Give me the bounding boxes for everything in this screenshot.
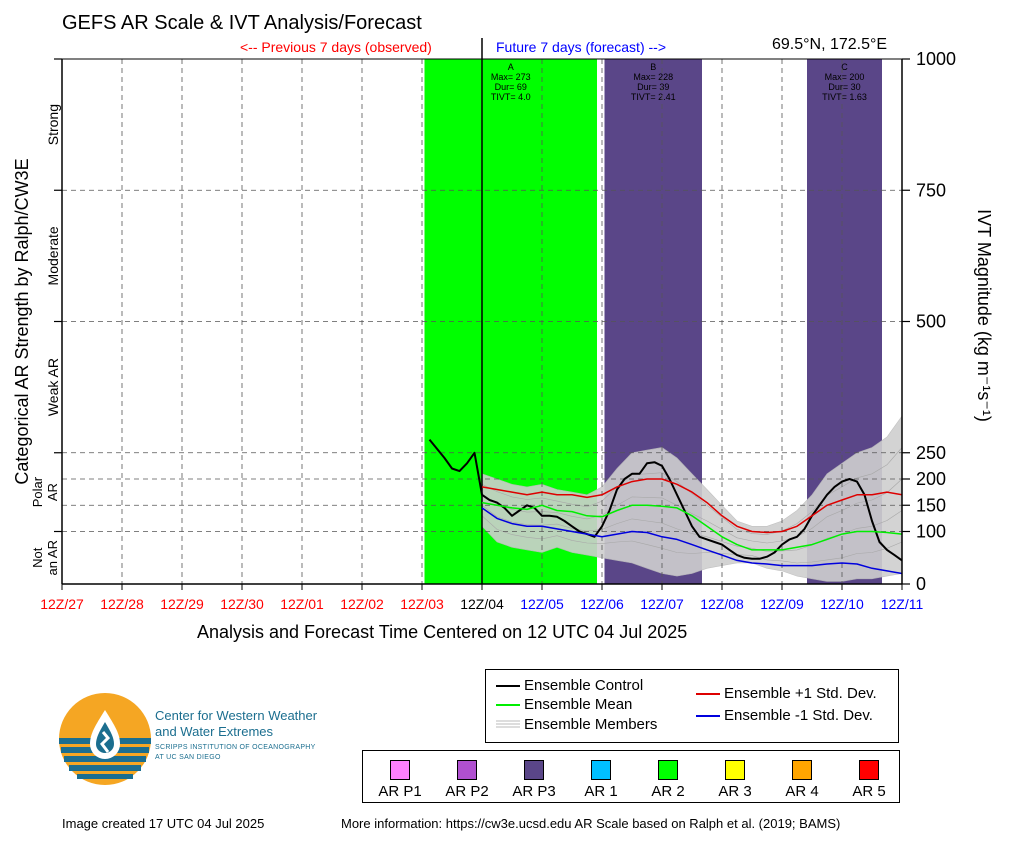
legend-label-plus-std: Ensemble +1 Std. Dev. <box>724 685 877 702</box>
series-minus_std <box>481 507 903 575</box>
footer-more-info: More information: https://cw3e.ucsd.edu … <box>341 816 841 831</box>
y-tick-label-200: 200 <box>916 469 946 489</box>
x-tick-label-12Z/08: 12Z/08 <box>700 596 744 612</box>
ar-legend-swatch-ar-p3 <box>524 760 544 780</box>
chart-title: GEFS AR Scale & IVT Analysis/Forecast <box>62 12 422 34</box>
ar-legend-label-ar-p2: AR P2 <box>445 783 489 800</box>
y-tick-label-150: 150 <box>916 495 946 515</box>
logo-line-4: AT UC SAN DIEGO <box>155 754 221 761</box>
x-tick-label-12Z/10: 12Z/10 <box>820 596 864 612</box>
ar-legend-swatch-ar-3 <box>725 760 745 780</box>
y-tick-label-1000: 1000 <box>916 49 956 69</box>
member-strand-3 <box>481 447 903 535</box>
x-tick-label-12Z/11: 12Z/11 <box>881 596 924 612</box>
ar-event-A-text-3: TIVT= 4.0 <box>491 92 531 102</box>
x-tick-label-12Z/09: 12Z/09 <box>760 596 804 612</box>
series-legend: Ensemble Control Ensemble Mean Ensemble … <box>485 669 899 743</box>
member-strand-2 <box>481 478 903 544</box>
ar-event-A-text-1: Max= 273 <box>491 72 531 82</box>
axes <box>54 58 910 590</box>
category-polar-ar-b: AR <box>45 483 60 501</box>
ar-legend-label-ar-2: AR 2 <box>651 783 685 800</box>
ar-event-C-text-2: Dur= 30 <box>828 82 860 92</box>
ar-legend-label-ar-4: AR 4 <box>785 783 819 800</box>
y-axis-title-left: Categorical AR Strength by Ralph/CW3E <box>12 158 32 484</box>
ar-event-B-text-2: Dur= 39 <box>637 82 669 92</box>
ar-event-C-text-3: TIVT= 1.63 <box>822 92 867 102</box>
logo-line-2: and Water Extremes <box>155 724 274 739</box>
legend-label-minus-std: Ensemble -1 Std. Dev. <box>724 707 873 724</box>
ar-event-B-text-1: Max= 228 <box>633 72 673 82</box>
axis-labels: 12Z/27 12Z/28 12Z/29 12Z/30 12Z/01 12Z/02 12Z/… <box>12 49 994 612</box>
ar-legend-label-ar-p1: AR P1 <box>378 783 422 800</box>
y-axis-title-right: IVT Magnitude (kg m⁻¹s⁻¹) <box>974 209 994 422</box>
legend-label-members: Ensemble Members <box>524 716 658 733</box>
x-tick-label-12Z/03: 12Z/03 <box>400 596 444 612</box>
category-weak-ar: Weak AR <box>45 358 61 416</box>
footer-created: Image created 17 UTC 04 Jul 2025 <box>62 816 265 831</box>
cw3e-logo <box>59 693 151 785</box>
category-not-an-ar-a: Not <box>30 547 45 568</box>
y-tick-label-500: 500 <box>916 312 946 332</box>
future-days-label: Future 7 days (forecast) --> <box>496 39 667 55</box>
previous-days-label: <-- Previous 7 days (observed) <box>240 39 432 55</box>
logo-line-3: SCRIPPS INSTITUTION OF OCEANOGRAPHY <box>155 744 316 751</box>
category-moderate: Moderate <box>45 226 61 285</box>
x-tick-label-12Z/07: 12Z/07 <box>640 596 684 612</box>
ar-category-legend: AR P1 AR P2 AR P3 AR 1 AR 2 AR 3 AR 4 AR 5 <box>362 750 900 803</box>
x-tick-label-12Z/29: 12Z/29 <box>160 596 204 612</box>
ar-legend-swatch-ar-1 <box>591 760 611 780</box>
series-control <box>428 438 903 562</box>
grid-lines <box>62 38 902 584</box>
ar-event-A-text-0: A <box>508 62 514 72</box>
ar-event-B-text-0: B <box>650 62 656 72</box>
y-tick-label-100: 100 <box>916 522 946 542</box>
ar-legend-label-ar-5: AR 5 <box>852 783 886 800</box>
ar-event-C-text-1: Max= 200 <box>825 72 865 82</box>
x-tick-label-12Z/28: 12Z/28 <box>100 596 144 612</box>
y-tick-label-0: 0 <box>916 574 926 594</box>
ar-legend-swatch-ar-p1 <box>390 760 410 780</box>
ar-legend-swatch-ar-5 <box>859 760 879 780</box>
series-lines <box>428 438 903 575</box>
category-strong: Strong <box>45 104 61 145</box>
ar-legend-label-ar-p3: AR P3 <box>512 783 556 800</box>
ar-legend-swatch-ar-4 <box>792 760 812 780</box>
series-plus_std <box>481 478 903 534</box>
x-axis-title: Analysis and Forecast Time Centered on 1… <box>197 622 688 642</box>
x-tick-label-12Z/27: 12Z/27 <box>40 596 84 612</box>
ar-event-B-text-3: TIVT= 2.41 <box>631 92 676 102</box>
x-tick-label-12Z/01: 12Z/01 <box>280 596 324 612</box>
location-label: 69.5°N, 172.5°E <box>772 36 888 53</box>
x-tick-label-12Z/02: 12Z/02 <box>340 596 384 612</box>
logo-line-1: Center for Western Weather <box>155 708 318 723</box>
legend-label-control: Ensemble Control <box>524 677 644 694</box>
member-spread <box>481 415 903 582</box>
series-mean <box>481 501 903 551</box>
y-tick-label-750: 750 <box>916 180 946 200</box>
legend-label-mean: Ensemble Mean <box>524 696 633 713</box>
ar-legend-label-ar-1: AR 1 <box>584 783 618 800</box>
ar-legend-swatch-ar-p2 <box>457 760 477 780</box>
x-tick-label-12Z/04: 12Z/04 <box>460 596 504 612</box>
ar-event-A-text-2: Dur= 69 <box>495 82 527 92</box>
category-polar-ar-a: Polar <box>30 476 45 507</box>
member-strand-0 <box>481 515 903 564</box>
x-tick-label-12Z/06: 12Z/06 <box>580 596 624 612</box>
ar-legend-swatch-ar-2 <box>658 760 678 780</box>
ar-event-C-text-0: C <box>841 62 848 72</box>
legend-swatch-members <box>496 720 520 728</box>
ar-legend-label-ar-3: AR 3 <box>718 783 752 800</box>
y-tick-label-250: 250 <box>916 443 946 463</box>
x-tick-label-12Z/05: 12Z/05 <box>520 596 564 612</box>
x-tick-label-12Z/30: 12Z/30 <box>220 596 264 612</box>
category-not-an-ar-b: an AR <box>45 540 60 575</box>
